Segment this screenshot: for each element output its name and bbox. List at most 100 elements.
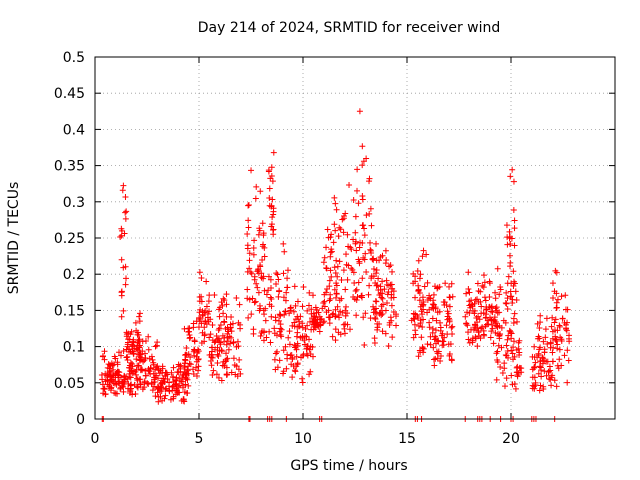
data-point (480, 284, 487, 291)
data-point (208, 353, 215, 360)
data-point (331, 264, 338, 271)
data-point (292, 343, 299, 350)
data-point (122, 209, 129, 216)
data-point (342, 312, 349, 319)
data-point (340, 321, 347, 328)
data-point (497, 363, 504, 370)
data-point (332, 326, 339, 333)
data-point (348, 246, 355, 253)
data-point (509, 350, 516, 357)
data-point (341, 325, 348, 332)
data-point (358, 292, 365, 299)
data-point (493, 376, 500, 383)
data-point (540, 385, 547, 392)
data-point (503, 342, 510, 349)
data-point (547, 339, 554, 346)
data-point (507, 329, 514, 336)
data-point (344, 276, 351, 283)
data-point (432, 305, 439, 312)
data-point (553, 269, 560, 276)
data-point (277, 311, 284, 318)
data-point (269, 214, 276, 221)
data-point (314, 306, 321, 313)
data-point (556, 323, 563, 330)
data-point (174, 389, 181, 396)
data-point (479, 324, 486, 331)
data-point (186, 335, 193, 342)
y-tick-label: 0.2 (63, 267, 85, 283)
data-point (553, 305, 560, 312)
data-point (223, 371, 230, 378)
data-point (272, 350, 279, 357)
data-point (218, 299, 225, 306)
data-point (540, 338, 547, 345)
data-point (548, 382, 555, 389)
data-point (424, 341, 431, 348)
data-point (351, 280, 358, 287)
data-point (190, 320, 197, 327)
data-point (244, 268, 251, 275)
data-point (183, 344, 190, 351)
data-point (393, 311, 400, 318)
data-point (129, 363, 136, 370)
data-point (227, 324, 234, 331)
data-point (268, 284, 275, 291)
data-point (309, 343, 316, 350)
data-point (337, 308, 344, 315)
data-point (260, 273, 267, 280)
data-point (282, 297, 289, 304)
data-point (320, 300, 327, 307)
data-point (261, 287, 268, 294)
data-point (114, 390, 121, 397)
data-point (446, 351, 453, 358)
data-point (363, 269, 370, 276)
data-point (362, 310, 369, 317)
data-point (145, 346, 152, 353)
data-point (381, 286, 388, 293)
data-point (128, 385, 135, 392)
data-point (116, 349, 123, 356)
data-point (412, 331, 419, 338)
data-point (134, 384, 141, 391)
data-point (328, 248, 335, 255)
data-point (209, 354, 216, 361)
data-point (564, 379, 571, 386)
data-point (331, 194, 338, 201)
data-point (437, 352, 444, 359)
data-point (285, 334, 292, 341)
data-point (506, 233, 513, 240)
data-point (347, 326, 354, 333)
data-point (551, 319, 558, 326)
data-point (430, 291, 437, 298)
data-point (201, 309, 208, 316)
data-point (332, 313, 339, 320)
data-point (133, 371, 140, 378)
data-point (135, 347, 142, 354)
data-point (410, 270, 417, 277)
data-point (500, 317, 507, 324)
data-point (310, 292, 317, 299)
data-point (310, 321, 317, 328)
data-point (383, 299, 390, 306)
data-point (418, 334, 425, 341)
data-point (542, 334, 549, 341)
data-point (365, 291, 372, 298)
data-point (430, 344, 437, 351)
data-point (204, 311, 211, 318)
data-point (323, 309, 330, 316)
data-point (384, 281, 391, 288)
data-point (299, 379, 306, 386)
data-point (198, 298, 205, 305)
data-point (386, 263, 393, 270)
data-point (483, 311, 490, 318)
data-point (148, 353, 155, 360)
data-point (268, 313, 275, 320)
data-point (485, 321, 492, 328)
data-point (301, 333, 308, 340)
data-point (122, 263, 129, 270)
data-point (191, 347, 198, 354)
data-point (551, 377, 558, 384)
data-point (367, 205, 374, 212)
